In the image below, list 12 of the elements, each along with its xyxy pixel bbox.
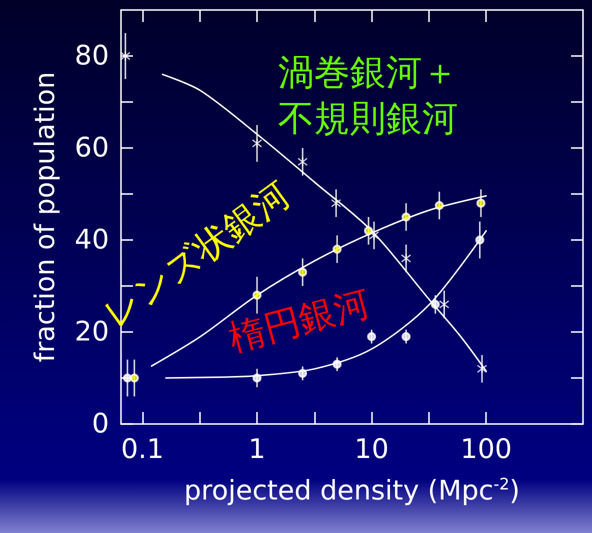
y-tick-label: 80	[74, 40, 109, 72]
x-tick-label: 1	[248, 434, 266, 465]
y-tick-label: 60	[74, 132, 109, 164]
y-tick-label: 0	[92, 408, 109, 440]
y-axis-title: fraction of population	[30, 72, 61, 362]
legend-label: 渦巻銀河＋不規則銀河	[278, 52, 458, 140]
y-tick-label: 40	[74, 224, 109, 256]
y-tick-label: 20	[74, 316, 109, 348]
x-tick-label: 10	[354, 434, 389, 465]
text: 楕円銀河	[224, 282, 374, 360]
x-tick-label: 0.1	[120, 434, 164, 465]
x-tick-label: 100	[460, 434, 512, 465]
